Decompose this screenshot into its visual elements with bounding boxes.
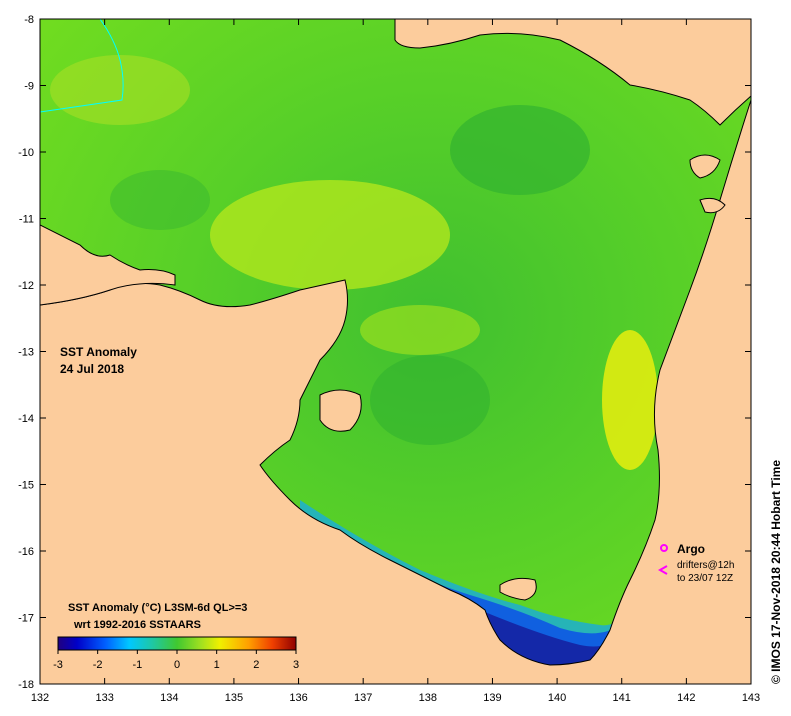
legend-subtitle: wrt 1992-2016 SSTAARS bbox=[73, 619, 201, 631]
map-date: 24 Jul 2018 bbox=[60, 362, 124, 376]
argo-legend: Argo drifters@12h to 23/07 12Z bbox=[657, 542, 734, 584]
lon-tick-label: 140 bbox=[548, 692, 566, 704]
lon-tick-label: 134 bbox=[160, 692, 178, 704]
lon-tick-label: 132 bbox=[31, 692, 49, 704]
lon-tick-label: 142 bbox=[677, 692, 695, 704]
land-north bbox=[394, 19, 751, 126]
warm-anomaly-patch bbox=[360, 305, 480, 355]
land-island bbox=[319, 389, 362, 432]
warm-anomaly-patch bbox=[50, 55, 190, 125]
lat-tick-label: -15 bbox=[18, 480, 34, 492]
warm-anomaly-patch bbox=[602, 330, 658, 470]
argo-label: Argo bbox=[677, 542, 705, 556]
cool-anomaly-patch bbox=[110, 170, 210, 230]
lat-tick-label: -9 bbox=[24, 81, 34, 93]
colorbar-tick-label: -3 bbox=[53, 659, 63, 671]
credit-text: © IMOS 17-Nov-2018 20:44 Hobart Time bbox=[769, 460, 783, 684]
drifter-arrow-icon bbox=[657, 565, 668, 575]
cool-anomaly-patch bbox=[450, 105, 590, 195]
lat-tick-label: -8 bbox=[24, 14, 34, 26]
lat-tick-label: -16 bbox=[18, 546, 34, 558]
colorbar-tick-label: -1 bbox=[132, 659, 142, 671]
drifters-label: drifters@12h bbox=[677, 560, 734, 571]
colorbar bbox=[57, 636, 297, 651]
lon-tick-label: 141 bbox=[613, 692, 631, 704]
lat-tick-label: -18 bbox=[18, 679, 34, 691]
map-title: SST Anomaly bbox=[60, 345, 137, 359]
lon-tick-label: 139 bbox=[483, 692, 501, 704]
colorbar-tick-label: 2 bbox=[253, 659, 259, 671]
colorbar-tick-label: 0 bbox=[174, 659, 180, 671]
land-west-islands bbox=[40, 224, 176, 306]
colorbar-ticks: -3 -2 -1 0 1 2 3 bbox=[53, 650, 299, 671]
land-island bbox=[689, 154, 721, 179]
colorbar-tick-label: 3 bbox=[293, 659, 299, 671]
warm-anomaly-patch bbox=[210, 180, 450, 290]
argo-marker-icon bbox=[660, 544, 668, 552]
maritime-boundary-line bbox=[40, 19, 124, 113]
lon-tick-label: 137 bbox=[354, 692, 372, 704]
lat-tick-label: -17 bbox=[18, 613, 34, 625]
land-east bbox=[40, 99, 751, 684]
legend-title: SST Anomaly (°C) L3SM-6d QL>=3 bbox=[68, 602, 247, 614]
lon-tick-label: 133 bbox=[95, 692, 113, 704]
lat-tick-label: -11 bbox=[19, 214, 34, 226]
cool-anomaly-patch bbox=[370, 355, 490, 445]
lat-tick-label: -14 bbox=[18, 413, 34, 425]
land-island bbox=[499, 577, 537, 601]
lon-tick-label: 136 bbox=[289, 692, 307, 704]
lon-tick-label: 143 bbox=[742, 692, 760, 704]
colorbar-tick-label: 1 bbox=[214, 659, 220, 671]
lat-tick-label: -13 bbox=[18, 347, 34, 359]
drifters-time-label: to 23/07 12Z bbox=[677, 573, 733, 584]
lat-tick-label: -10 bbox=[18, 147, 34, 159]
colorbar-tick-label: -2 bbox=[93, 659, 103, 671]
lon-tick-label: 135 bbox=[225, 692, 243, 704]
land-island bbox=[699, 197, 726, 214]
lon-tick-label: 138 bbox=[419, 692, 437, 704]
lat-tick-label: -12 bbox=[18, 280, 34, 292]
